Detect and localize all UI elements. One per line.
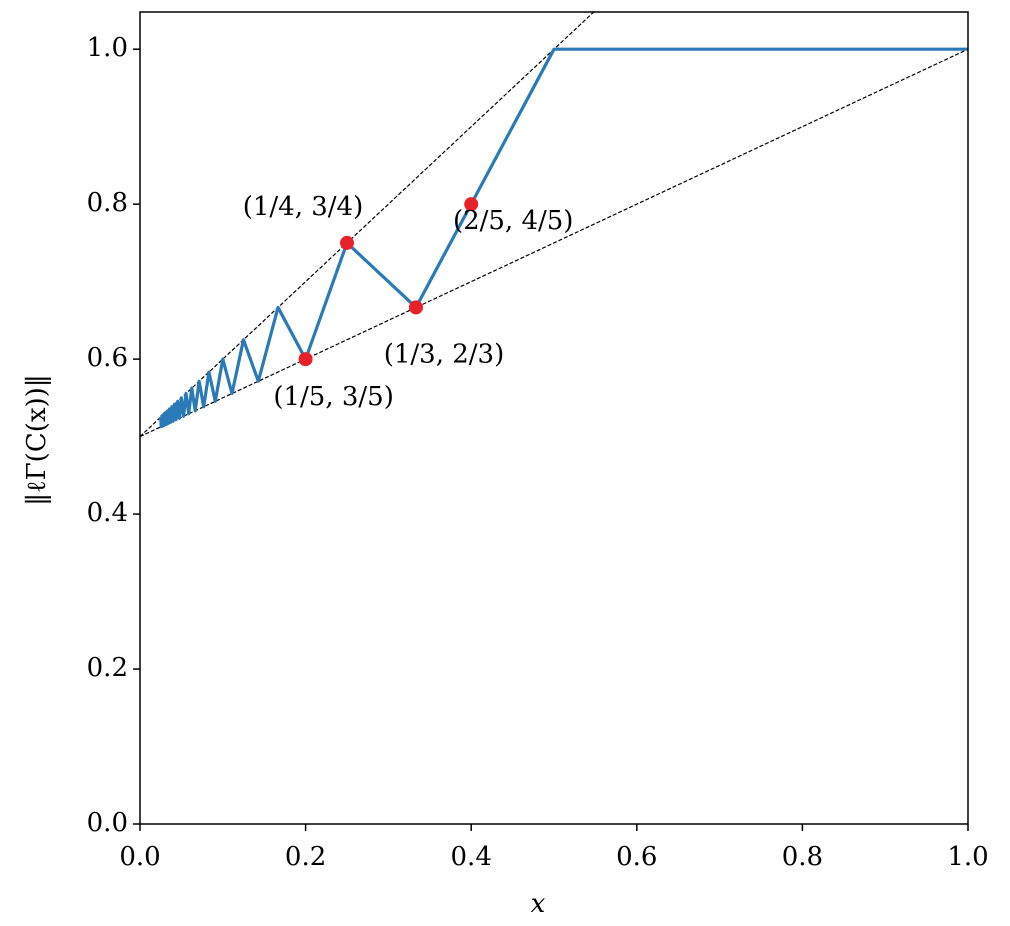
y-tick-label: 0.4 <box>87 498 128 528</box>
x-tick-label: 1.0 <box>947 842 988 872</box>
point-label: (1/5, 3/5) <box>273 382 394 412</box>
highlight-point <box>464 197 479 212</box>
x-tick-label: 0.0 <box>119 842 160 872</box>
reference-line <box>140 12 595 438</box>
axes-frame <box>139 11 969 825</box>
point-label: (1/4, 3/4) <box>243 192 364 222</box>
y-tick-label: 0.8 <box>87 188 128 218</box>
y-tick-label: 0.0 <box>87 808 128 838</box>
x-tick-label: 0.8 <box>782 842 823 872</box>
x-tick-label: 0.2 <box>285 842 326 872</box>
y-tick-label: 0.2 <box>87 653 128 683</box>
highlight-point <box>298 352 313 367</box>
y-tick-label: 0.6 <box>87 343 128 373</box>
point-label: (2/5, 4/5) <box>453 206 574 236</box>
y-axis-label: ‖ℓΓ(C(x))‖ <box>22 374 52 506</box>
highlight-point <box>408 300 423 315</box>
highlight-point <box>340 235 354 250</box>
point-label: (1/3, 2/3) <box>384 339 505 369</box>
x-tick-label: 0.6 <box>616 842 657 872</box>
x-axis-label: x <box>531 889 546 919</box>
reference-line <box>140 48 968 438</box>
data-line <box>159 47 968 429</box>
plot-area <box>140 12 968 438</box>
y-tick-label: 1.0 <box>87 33 128 63</box>
x-tick-label: 0.4 <box>451 842 492 872</box>
